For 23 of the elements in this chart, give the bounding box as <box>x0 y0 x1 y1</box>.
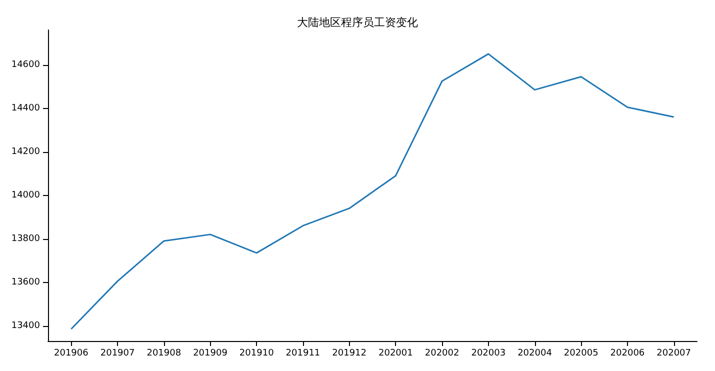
x-tick-label: 202001 <box>378 348 413 358</box>
line-series <box>70 53 675 330</box>
x-tick-label: 201910 <box>239 348 274 358</box>
y-tick-label: 14600 <box>11 60 40 70</box>
x-tick-label: 202006 <box>610 348 645 358</box>
x-tick-label: 202003 <box>471 348 506 358</box>
x-tick-label: 201908 <box>146 348 182 358</box>
chart-title: 大陆地区程序员工资变化 <box>297 16 418 29</box>
y-tick-label: 14400 <box>11 103 40 114</box>
x-tick-label: 202005 <box>564 348 598 358</box>
x-tick-label: 202007 <box>656 348 691 358</box>
x-tick-label: 201906 <box>54 348 89 358</box>
y-tick-label: 13800 <box>11 234 40 244</box>
x-tick-label: 201909 <box>193 348 228 358</box>
x-tick-label: 202004 <box>518 348 552 358</box>
y-tick-label: 14200 <box>11 146 40 157</box>
y-tick-label: 14000 <box>11 190 40 200</box>
x-tick-label: 201911 <box>286 348 320 358</box>
x-tick-label: 201907 <box>100 348 135 358</box>
y-tick-label: 13400 <box>11 320 40 331</box>
x-tick-label: 201912 <box>332 348 366 358</box>
y-tick-label: 13600 <box>11 277 40 288</box>
x-tick-label: 202002 <box>424 348 460 358</box>
